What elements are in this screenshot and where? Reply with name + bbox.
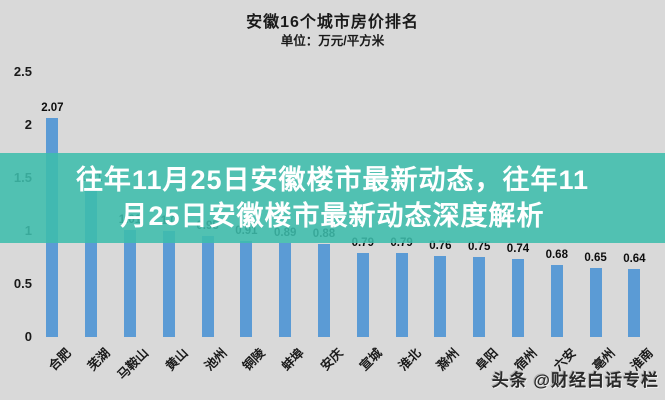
- bar: [124, 230, 136, 337]
- watermark-credit: 头条 @财经白话专栏: [491, 371, 659, 390]
- x-axis-label: 淮北: [395, 345, 424, 374]
- chart-subtitle: 单位：万元/平方米: [280, 34, 385, 48]
- bar: [550, 265, 563, 337]
- bar: [318, 244, 330, 337]
- x-axis-label: 宣城: [356, 345, 385, 374]
- x-axis-label: 芜湖: [85, 345, 113, 374]
- y-axis-tick: 0: [24, 329, 32, 344]
- y-axis-tick: 0.5: [13, 276, 32, 291]
- x-axis-label: 池州: [201, 345, 230, 374]
- y-axis-tick: 2.5: [13, 64, 32, 79]
- bar: [434, 256, 447, 337]
- bar-value-label: 2.07: [41, 102, 64, 114]
- bar: [279, 243, 292, 337]
- x-axis-label: 合肥: [46, 345, 75, 374]
- bar: [512, 259, 524, 337]
- bar: [201, 236, 214, 337]
- bar-value-label: 0.74: [506, 243, 530, 255]
- bar: [240, 241, 253, 337]
- bar-value-label: 0.65: [584, 252, 607, 264]
- bar: [356, 253, 369, 337]
- bar: [395, 253, 408, 337]
- overlay-banner: 往年11月25日安徽楼市最新动态，往年11 月25日安徽楼市最新动态深度解析: [0, 153, 665, 243]
- chart-title: 安徽16个城市房价排名: [246, 14, 419, 31]
- bar: [589, 268, 602, 337]
- bar: [162, 231, 175, 337]
- overlay-banner-line2: 月25日安徽楼市最新动态深度解析: [120, 201, 545, 231]
- x-axis-label: 铜陵: [240, 345, 269, 374]
- x-axis-label: 黄山: [162, 345, 191, 374]
- bar-value-label: 0.76: [429, 240, 452, 252]
- x-axis-label: 马鞍山: [115, 345, 152, 383]
- bar: [473, 257, 486, 337]
- bar-value-label: 0.75: [467, 241, 491, 253]
- bar-value-label: 0.68: [545, 249, 568, 261]
- x-axis-label: 滁州: [434, 345, 463, 374]
- y-axis-tick: 2: [24, 117, 32, 132]
- x-axis-label: 安庆: [318, 345, 346, 374]
- overlay-banner-line1: 往年11月25日安徽楼市最新动态，往年11: [75, 165, 590, 195]
- x-axis-label: 蚌埠: [279, 345, 307, 374]
- bar: [628, 269, 641, 337]
- bar-value-label: 0.64: [623, 253, 646, 265]
